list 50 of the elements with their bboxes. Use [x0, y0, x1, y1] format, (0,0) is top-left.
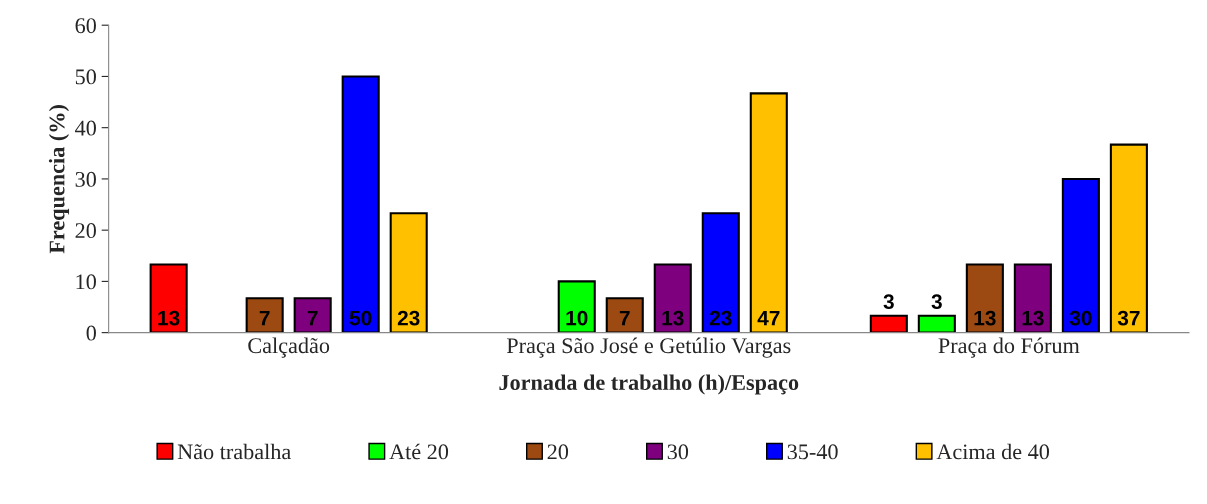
data-label: 3 [883, 294, 894, 310]
legend-label: 30 [667, 444, 689, 460]
bar [341, 75, 380, 333]
x-axis-title: Jornada de trabalho (h)/Espaço [499, 374, 799, 395]
data-label: 3 [931, 294, 942, 310]
y-tick-label: 30 [75, 171, 96, 187]
y-tick-label: 50 [75, 69, 96, 85]
bar [1109, 143, 1148, 333]
y-axis-title: Frequencia (%) [48, 105, 70, 254]
data-label: 13 [974, 310, 996, 326]
data-label: 50 [349, 310, 372, 326]
y-tick-label: 10 [76, 274, 96, 290]
bar [965, 263, 1004, 333]
bar [245, 297, 284, 333]
data-label: 47 [757, 310, 780, 326]
bar [293, 297, 332, 333]
data-label: 30 [1069, 310, 1092, 326]
bar [701, 212, 740, 333]
bar [605, 297, 644, 333]
x-tick-label: Calçadão [248, 337, 330, 358]
data-label: 7 [307, 310, 318, 326]
y-tick-label: 0 [86, 325, 96, 341]
data-label: 13 [662, 310, 684, 326]
legend-label: 20 [547, 444, 569, 460]
bar [389, 212, 428, 333]
data-label: 23 [709, 310, 732, 326]
data-label: 13 [158, 310, 180, 326]
y-tick-label: 20 [75, 223, 96, 239]
legend-label: 35-40 [787, 444, 838, 460]
data-label: 37 [1117, 310, 1140, 326]
data-label: 10 [566, 310, 588, 326]
legend-label: Acima de 40 [936, 443, 1050, 460]
bar [653, 263, 692, 333]
bar [557, 280, 596, 333]
legend-label: Até 20 [389, 443, 449, 460]
y-tick-label: 60 [75, 18, 96, 34]
bar [749, 92, 788, 333]
x-tick-label: Praça do Fórum [938, 337, 1080, 358]
data-label: 13 [1022, 310, 1044, 326]
y-tick-label: 40 [75, 120, 96, 136]
bar [149, 263, 188, 333]
data-label: 7 [619, 310, 630, 326]
bar [917, 314, 956, 333]
legend-label: Não trabalha [177, 443, 291, 460]
bar [1013, 263, 1052, 333]
bar [1061, 177, 1100, 333]
data-label: 7 [259, 310, 270, 326]
data-label: 23 [397, 310, 420, 326]
x-tick-label: Praça São José e Getúlio Vargas [506, 337, 791, 358]
bar [869, 314, 908, 333]
